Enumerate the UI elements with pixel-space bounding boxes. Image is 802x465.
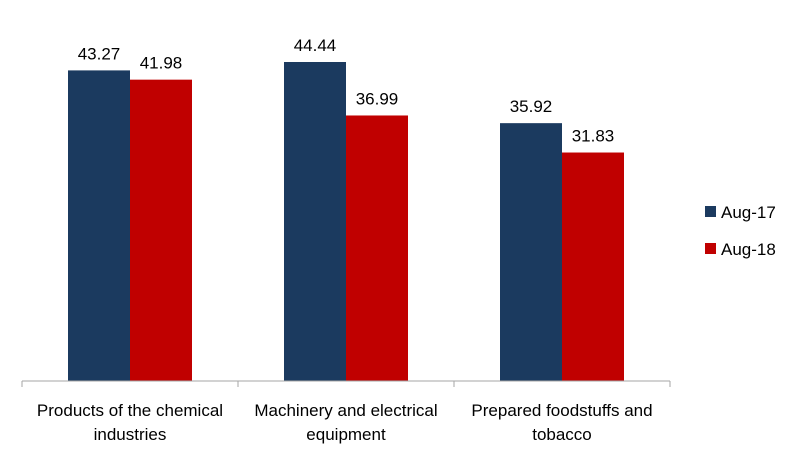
bar-aug-17-1 — [284, 62, 346, 381]
data-label: 35.92 — [510, 97, 553, 116]
legend: Aug-17 Aug-18 — [705, 203, 776, 259]
bar-aug-17-2 — [500, 123, 562, 381]
bar-aug-17-0 — [68, 70, 130, 382]
category-label: industries — [94, 425, 167, 444]
category-label: Products of the chemical — [37, 401, 223, 420]
data-label: 44.44 — [294, 36, 337, 55]
category-label: Prepared foodstuffs and — [471, 401, 652, 420]
legend-label: Aug-18 — [721, 240, 776, 259]
category-labels-group: Products of the chemical industries Machin… — [37, 401, 653, 444]
legend-swatch — [705, 243, 716, 254]
bar-aug-18-1 — [346, 115, 408, 381]
data-label: 43.27 — [78, 44, 121, 63]
data-label: 31.83 — [572, 127, 615, 146]
value-labels-group: 43.27 41.98 44.44 36.99 35.92 31.83 — [78, 36, 615, 146]
legend-label: Aug-17 — [721, 203, 776, 222]
category-label: tobacco — [532, 425, 592, 444]
legend-swatch — [705, 206, 716, 217]
x-axis-ticks — [21, 381, 671, 387]
data-label: 36.99 — [356, 89, 399, 108]
bar-aug-18-2 — [562, 152, 624, 381]
bars-group — [68, 62, 624, 382]
bar-aug-18-0 — [130, 79, 192, 381]
category-label: equipment — [306, 425, 386, 444]
category-label: Machinery and electrical — [254, 401, 437, 420]
data-label: 41.98 — [140, 54, 183, 73]
